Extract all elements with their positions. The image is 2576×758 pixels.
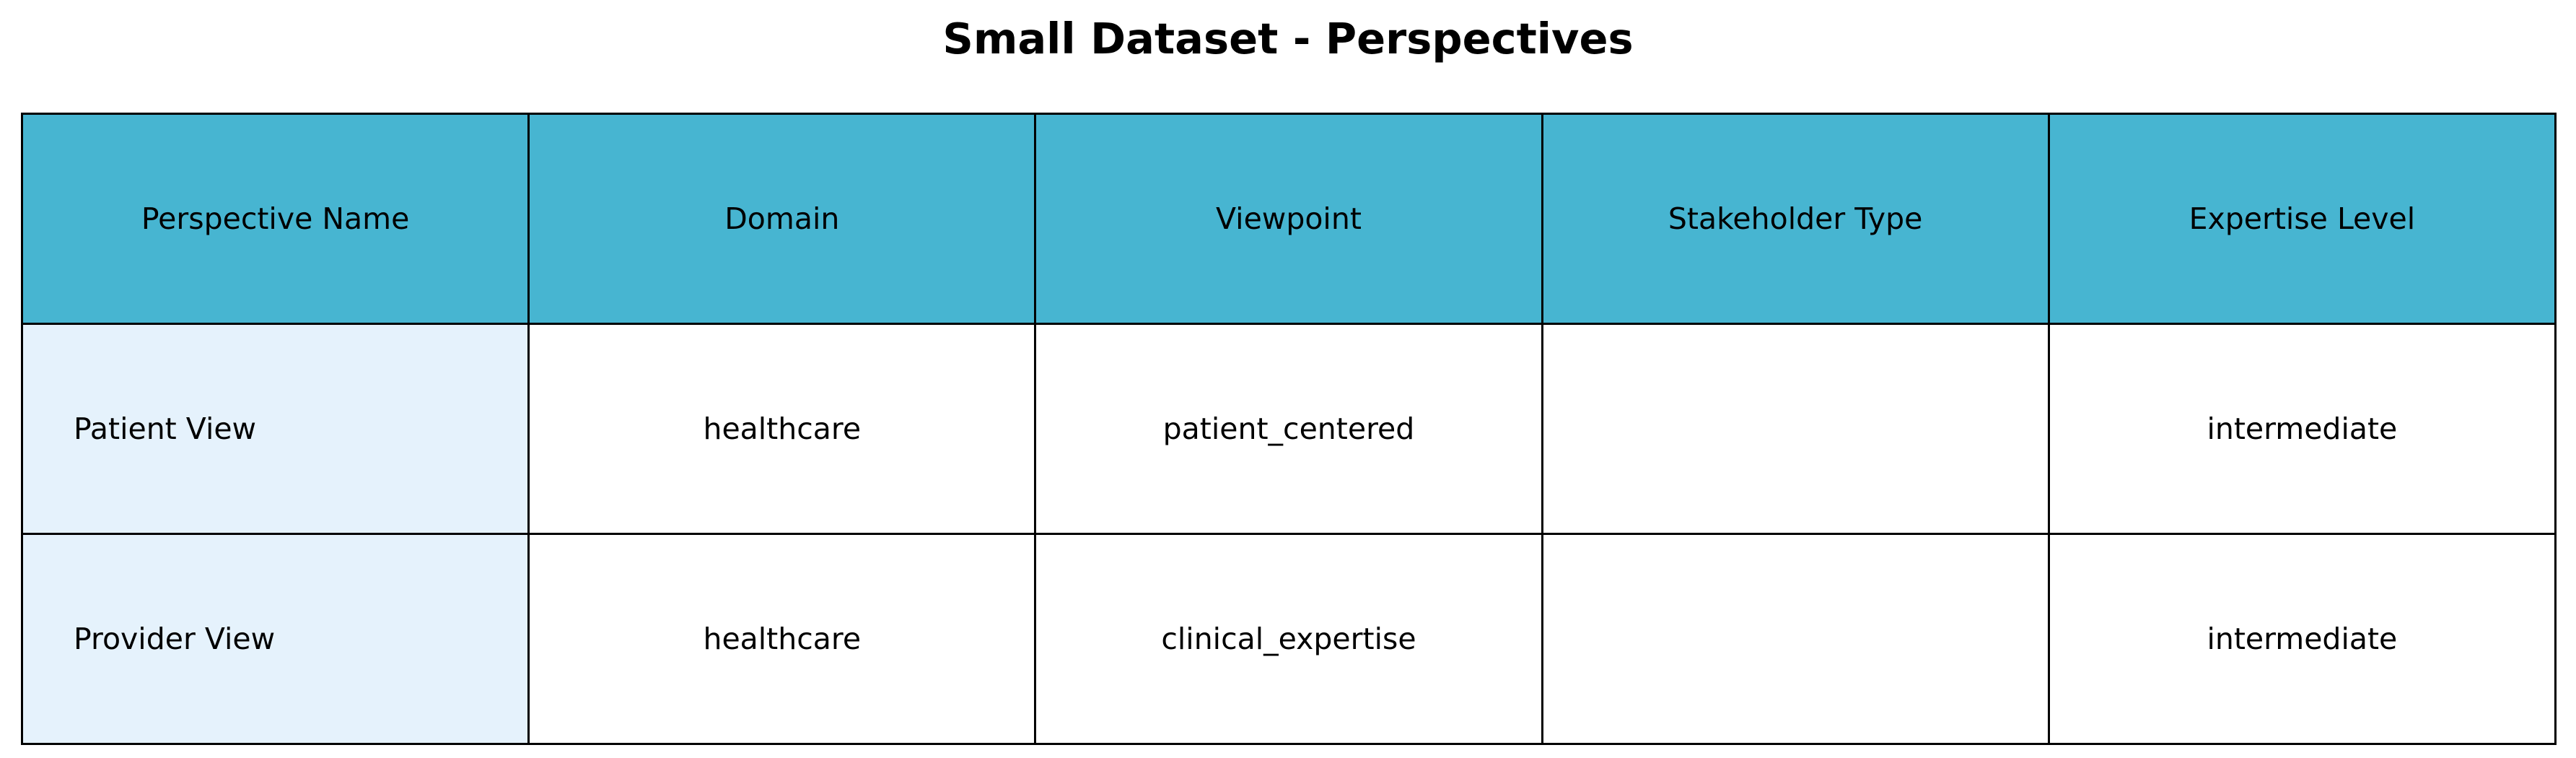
column-header-perspective-name: Perspective Name [20,113,530,325]
column-header-expertise-level: Expertise Level [2047,113,2557,325]
cell-stakeholder-type [1541,533,2050,745]
cell-domain: healthcare [527,533,1037,745]
cell-expertise-level: intermediate [2047,323,2557,535]
cell-viewpoint: clinical_expertise [1034,533,1543,745]
cell-perspective-name: Provider View [20,533,530,745]
cell-expertise-level: intermediate [2047,533,2557,745]
data-table: Perspective Name Domain Viewpoint Stakeh… [20,113,2557,745]
table-header-row: Perspective Name Domain Viewpoint Stakeh… [20,113,2557,325]
table-row: Patient View healthcare patient_centered… [20,323,2557,535]
cell-viewpoint: patient_centered [1034,323,1543,535]
column-header-stakeholder-type: Stakeholder Type [1541,113,2050,325]
cell-stakeholder-type [1541,323,2050,535]
data-table-container: Perspective Name Domain Viewpoint Stakeh… [20,113,2557,745]
table-row: Provider View healthcare clinical_expert… [20,533,2557,745]
column-header-viewpoint: Viewpoint [1034,113,1543,325]
cell-perspective-name: Patient View [20,323,530,535]
table-title: Small Dataset - Perspectives [942,14,1634,64]
cell-domain: healthcare [527,323,1037,535]
column-header-domain: Domain [527,113,1037,325]
